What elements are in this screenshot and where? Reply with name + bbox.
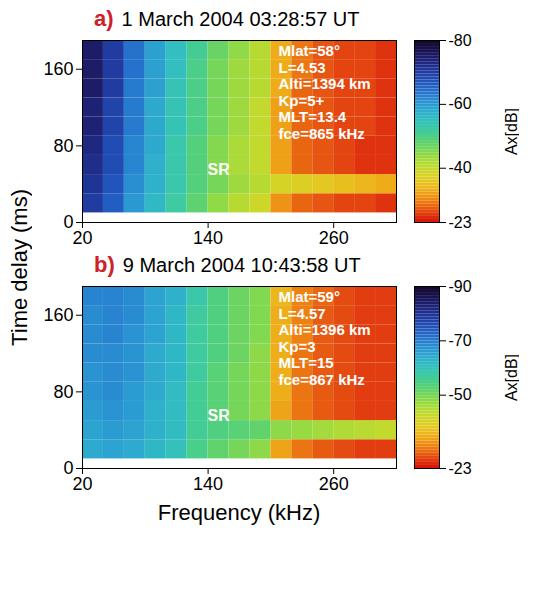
svg-text:160: 160 (43, 59, 73, 79)
svg-text:-80: -80 (449, 32, 472, 49)
svg-text:20: 20 (72, 474, 92, 494)
svg-text:0: 0 (63, 458, 74, 479)
svg-text:-60: -60 (449, 95, 472, 112)
svg-text:-23: -23 (449, 214, 472, 231)
svg-text:80: 80 (53, 136, 73, 156)
svg-text:SR: SR (207, 407, 230, 424)
svg-text:160: 160 (43, 305, 73, 325)
svg-text:Mlat=58°L=4.53Alti=1394 kmKp=5: Mlat=58°L=4.53Alti=1394 kmKp=5+MLT=13.4f… (279, 42, 371, 142)
svg-text:0: 0 (63, 212, 74, 233)
svg-text:-90: -90 (449, 278, 472, 295)
svg-text:140: 140 (193, 474, 223, 494)
svg-text:Ax[dB]: Ax[dB] (503, 108, 520, 155)
html-text:b) 9 March 2004 10:43:58 UT: b) 9 March 2004 10:43:58 UT (94, 252, 361, 277)
svg-text:-40: -40 (449, 159, 472, 176)
svg-text:SR: SR (207, 161, 230, 178)
svg-text:80: 80 (53, 382, 73, 402)
svg-text:140: 140 (193, 228, 223, 248)
svg-text:-23: -23 (449, 460, 472, 477)
html-text:a) 1 March 2004 03:28:57 UT: a) 1 March 2004 03:28:57 UT (94, 6, 360, 31)
html-text:Time delay (ms): Time delay (ms) (7, 188, 32, 346)
svg-text:-70: -70 (449, 332, 472, 349)
svg-text:260: 260 (319, 474, 349, 494)
svg-text:260: 260 (319, 228, 349, 248)
svg-text:20: 20 (72, 228, 92, 248)
svg-text:-50: -50 (449, 386, 472, 403)
svg-text:Ax[dB]: Ax[dB] (503, 354, 520, 401)
svg-text:Mlat=59°L=4.57Alti=1396 kmKp=3: Mlat=59°L=4.57Alti=1396 kmKp=3MLT=15fce=… (279, 288, 371, 388)
html-text:Frequency (kHz): Frequency (kHz) (157, 500, 321, 525)
